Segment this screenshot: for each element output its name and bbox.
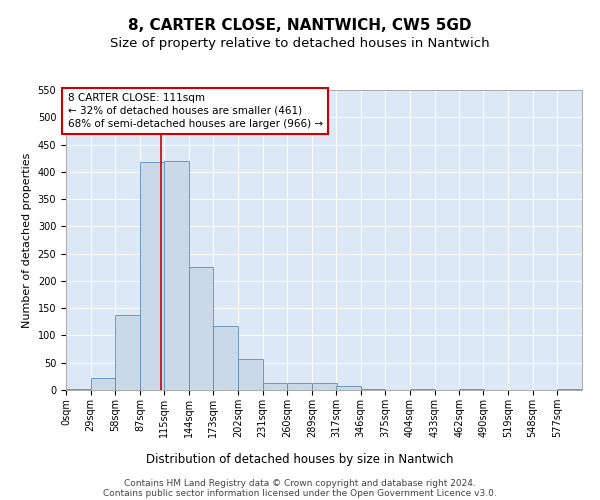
- Text: 8, CARTER CLOSE, NANTWICH, CW5 5GD: 8, CARTER CLOSE, NANTWICH, CW5 5GD: [128, 18, 472, 32]
- Bar: [312, 383, 337, 390]
- Bar: [164, 161, 188, 390]
- Y-axis label: Number of detached properties: Number of detached properties: [22, 152, 32, 328]
- Text: Distribution of detached houses by size in Nantwich: Distribution of detached houses by size …: [146, 452, 454, 466]
- Text: Size of property relative to detached houses in Nantwich: Size of property relative to detached ho…: [110, 38, 490, 51]
- Bar: [91, 378, 115, 390]
- Bar: [188, 268, 214, 390]
- Bar: [238, 359, 263, 390]
- Bar: [287, 383, 312, 390]
- Bar: [214, 326, 238, 390]
- Bar: [410, 389, 434, 390]
- Bar: [336, 386, 361, 390]
- Bar: [115, 316, 140, 390]
- Text: Contains public sector information licensed under the Open Government Licence v3: Contains public sector information licen…: [103, 488, 497, 498]
- Bar: [140, 162, 165, 390]
- Bar: [361, 389, 385, 390]
- Bar: [263, 383, 287, 390]
- Bar: [557, 389, 582, 390]
- Bar: [66, 389, 91, 390]
- Bar: [460, 389, 484, 390]
- Text: 8 CARTER CLOSE: 111sqm
← 32% of detached houses are smaller (461)
68% of semi-de: 8 CARTER CLOSE: 111sqm ← 32% of detached…: [68, 92, 323, 129]
- Text: Contains HM Land Registry data © Crown copyright and database right 2024.: Contains HM Land Registry data © Crown c…: [124, 478, 476, 488]
